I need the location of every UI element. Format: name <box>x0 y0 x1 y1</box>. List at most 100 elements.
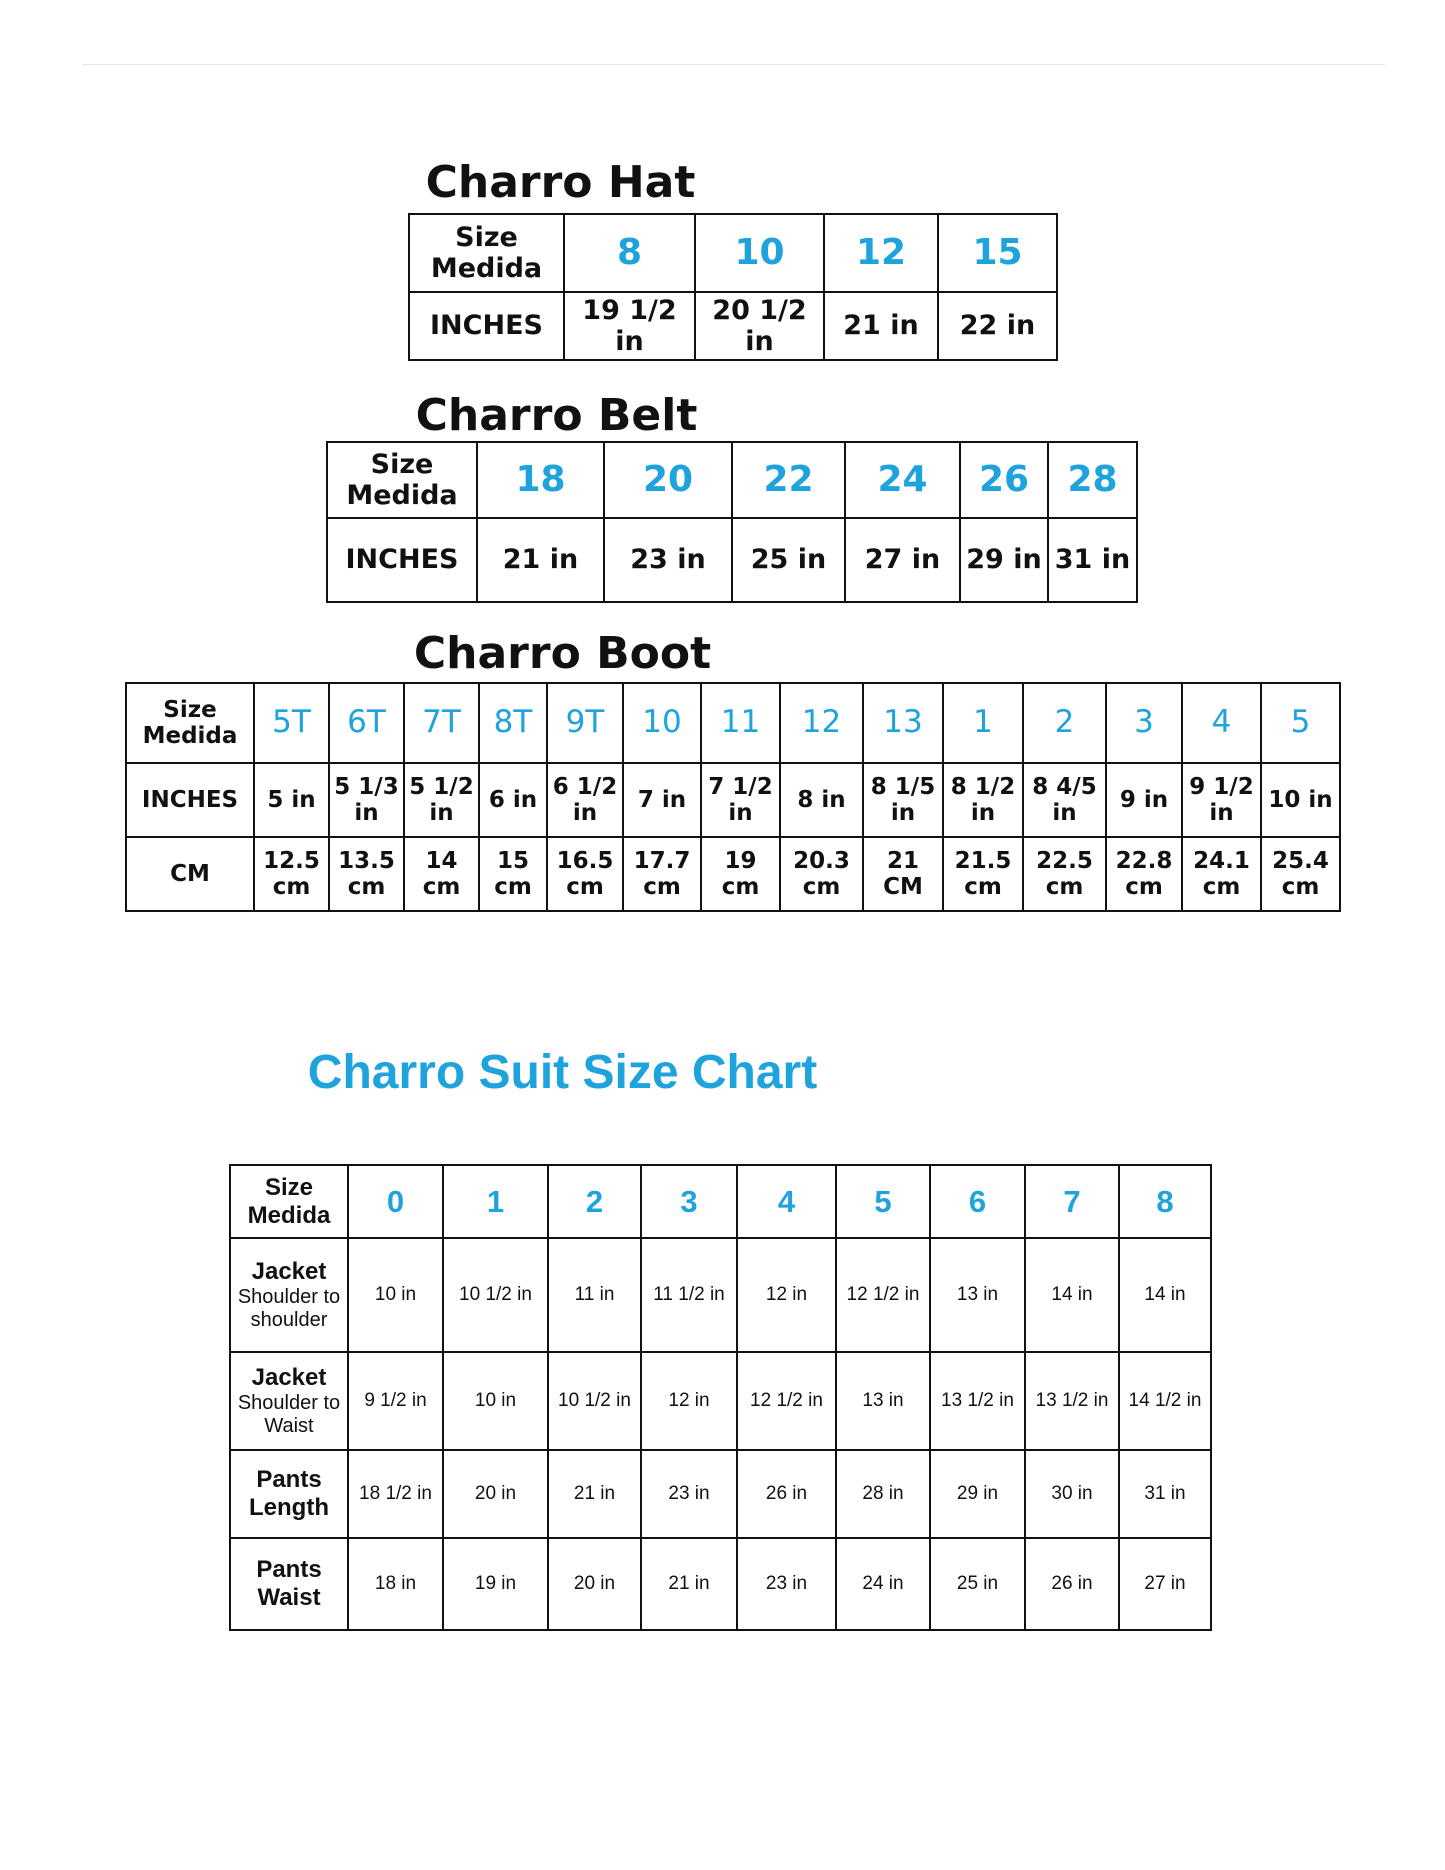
size-cell: 12 <box>779 682 864 764</box>
value-cell: 23 in <box>640 1449 738 1539</box>
table-row: Jacket Shoulder to shoulder 10 in 10 1/2 in… <box>229 1237 1212 1353</box>
table-row: INCHES 19 1/2 in 20 1/2 in 21 in 22 in <box>408 291 1058 361</box>
size-cell: 1 <box>442 1164 549 1239</box>
size-cell: 5T <box>253 682 330 764</box>
value-cell: 25.4 cm <box>1260 836 1341 912</box>
size-header-label: Size Medida <box>408 213 565 293</box>
value-cell: 31 in <box>1047 517 1138 603</box>
header-row: Size Medida 8 10 12 15 <box>408 213 1058 293</box>
size-cell: 22 <box>731 441 846 519</box>
belt-size-table: Size Medida 18 20 22 24 26 28 INCHES 21 in 23 in 2… <box>326 441 1138 603</box>
value-cell: 13 1/2 in <box>929 1351 1026 1451</box>
header-row: Size Medida 18 20 22 24 26 28 <box>326 441 1138 519</box>
value-cell: 13 in <box>929 1237 1026 1353</box>
value-cell: 7 1/2 in <box>700 762 781 838</box>
size-cell: 4 <box>1181 682 1262 764</box>
row-label-cell: Jacket Shoulder to shoulder <box>229 1237 349 1353</box>
value-cell: 5 1/2 in <box>403 762 480 838</box>
size-cell: 7 <box>1024 1164 1120 1239</box>
value-cell: 15 cm <box>478 836 548 912</box>
value-cell: 29 in <box>929 1449 1026 1539</box>
value-cell: 8 1/2 in <box>942 762 1024 838</box>
value-cell: 12 1/2 in <box>736 1351 837 1451</box>
value-cell: 31 in <box>1118 1449 1212 1539</box>
table-row: Pants Length 18 1/2 in 20 in 21 in 23 in 26 i… <box>229 1449 1212 1539</box>
value-cell: 18 in <box>347 1537 444 1631</box>
size-cell: 8 <box>1118 1164 1212 1239</box>
value-cell: 25 in <box>731 517 846 603</box>
row-label-cell: CM <box>125 836 255 912</box>
size-cell: 6 <box>929 1164 1026 1239</box>
size-header-label: Size Medida <box>326 441 478 519</box>
size-header-label: Size Medida <box>125 682 255 764</box>
size-cell: 10 <box>694 213 825 293</box>
value-cell: 27 in <box>1118 1537 1212 1631</box>
value-cell: 21 CM <box>862 836 944 912</box>
value-cell: 26 in <box>1024 1537 1120 1631</box>
value-cell: 27 in <box>844 517 961 603</box>
value-cell: 28 in <box>835 1449 931 1539</box>
value-cell: 13.5 cm <box>328 836 405 912</box>
size-cell: 7T <box>403 682 480 764</box>
value-cell: 24.1 cm <box>1181 836 1262 912</box>
value-cell: 14 cm <box>403 836 480 912</box>
value-cell: 11 1/2 in <box>640 1237 738 1353</box>
size-cell: 26 <box>959 441 1049 519</box>
value-cell: 10 1/2 in <box>547 1351 642 1451</box>
value-cell: 21 in <box>476 517 605 603</box>
size-cell: 8T <box>478 682 548 764</box>
size-header-label: Size Medida <box>229 1164 349 1239</box>
table-row: INCHES 21 in 23 in 25 in 27 in 29 in 31 in <box>326 517 1138 603</box>
value-cell: 19 in <box>442 1537 549 1631</box>
size-cell: 8 <box>563 213 696 293</box>
size-cell: 13 <box>862 682 944 764</box>
value-cell: 13 in <box>835 1351 931 1451</box>
value-cell: 5 in <box>253 762 330 838</box>
row-label-cell: INCHES <box>326 517 478 603</box>
size-cell: 10 <box>622 682 702 764</box>
row-label: INCHES <box>430 310 543 342</box>
size-cell: 12 <box>823 213 939 293</box>
row-label: INCHES <box>345 544 459 576</box>
size-cell: 0 <box>347 1164 444 1239</box>
value-cell: 7 in <box>622 762 702 838</box>
value-cell: 20 in <box>442 1449 549 1539</box>
size-cell: 20 <box>603 441 733 519</box>
size-cell: 18 <box>476 441 605 519</box>
boot-size-table: Size Medida 5T 6T 7T 8T 9T 10 11 12 13 1 2 3 4 5 INCHES… <box>125 682 1341 912</box>
value-cell: 17.7 cm <box>622 836 702 912</box>
value-cell: 25 in <box>929 1537 1026 1631</box>
value-cell: 6 in <box>478 762 548 838</box>
size-cell: 1 <box>942 682 1024 764</box>
row-label: Pants Waist <box>256 1556 322 1611</box>
value-cell: 12 in <box>640 1351 738 1451</box>
value-cell: 10 in <box>442 1351 549 1451</box>
row-label-cell: INCHES <box>408 291 565 361</box>
row-label-cell: Pants Length <box>229 1449 349 1539</box>
value-cell: 20 in <box>547 1537 642 1631</box>
value-cell: 9 in <box>1105 762 1183 838</box>
value-cell: 16.5 cm <box>546 836 624 912</box>
size-cell: 24 <box>844 441 961 519</box>
value-cell: 23 in <box>603 517 733 603</box>
table-row: INCHES 5 in 5 1/3 in 5 1/2 in 6 in 6 1/2 in 7 … <box>125 762 1341 838</box>
value-cell: 19 cm <box>700 836 781 912</box>
table-row: CM 12.5 cm 13.5 cm 14 cm 15 cm 16.5 cm 17.7 cm… <box>125 836 1341 912</box>
value-cell: 18 1/2 in <box>347 1449 444 1539</box>
value-cell: 30 in <box>1024 1449 1120 1539</box>
value-cell: 10 1/2 in <box>442 1237 549 1353</box>
size-cell: 28 <box>1047 441 1138 519</box>
hat-title: Charro Hat <box>425 157 696 208</box>
value-cell: 8 1/5 in <box>862 762 944 838</box>
value-cell: 20 1/2 in <box>694 291 825 361</box>
value-cell: 13 1/2 in <box>1024 1351 1120 1451</box>
suit-size-table: Size Medida 0 1 2 3 4 5 6 7 8 Jacket Shoulder to sh… <box>229 1164 1212 1631</box>
size-cell: 5 <box>1260 682 1341 764</box>
value-cell: 9 1/2 in <box>347 1351 444 1451</box>
header-row: Size Medida 5T 6T 7T 8T 9T 10 11 12 13 1 2 3 4 5 <box>125 682 1341 764</box>
top-divider <box>82 64 1385 65</box>
size-cell: 3 <box>640 1164 738 1239</box>
row-sublabel: Shoulder to shoulder <box>237 1285 341 1331</box>
size-cell: 15 <box>937 213 1058 293</box>
row-sublabel: Shoulder to Waist <box>237 1391 341 1437</box>
